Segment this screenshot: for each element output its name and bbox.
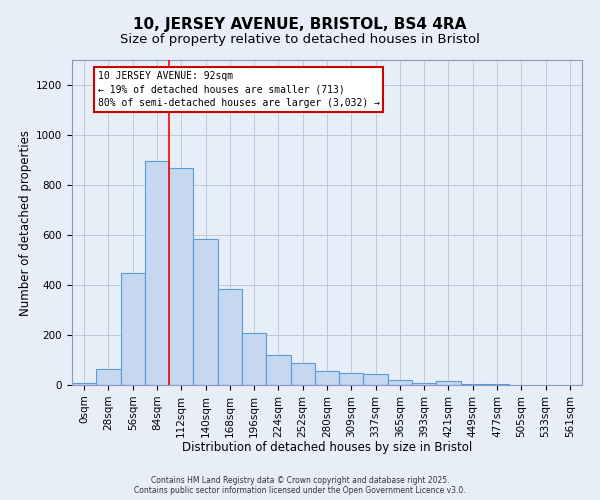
Bar bbox=[461, 384, 485, 385]
Bar bbox=[72, 383, 96, 385]
Bar bbox=[315, 371, 339, 385]
Bar bbox=[388, 380, 412, 385]
Bar bbox=[266, 355, 290, 385]
Bar bbox=[121, 272, 145, 385]
Bar bbox=[218, 289, 242, 385]
Bar bbox=[364, 374, 388, 385]
Bar bbox=[193, 239, 218, 385]
Bar bbox=[242, 333, 266, 385]
X-axis label: Distribution of detached houses by size in Bristol: Distribution of detached houses by size … bbox=[182, 441, 472, 454]
Text: Contains HM Land Registry data © Crown copyright and database right 2025.
Contai: Contains HM Land Registry data © Crown c… bbox=[134, 476, 466, 495]
Bar bbox=[96, 369, 121, 385]
Bar bbox=[412, 382, 436, 385]
Text: 10 JERSEY AVENUE: 92sqm
← 19% of detached houses are smaller (713)
80% of semi-d: 10 JERSEY AVENUE: 92sqm ← 19% of detache… bbox=[97, 71, 380, 108]
Bar bbox=[169, 168, 193, 385]
Bar bbox=[339, 372, 364, 385]
Bar bbox=[485, 384, 509, 385]
Bar bbox=[509, 384, 533, 385]
Y-axis label: Number of detached properties: Number of detached properties bbox=[19, 130, 32, 316]
Text: Size of property relative to detached houses in Bristol: Size of property relative to detached ho… bbox=[120, 32, 480, 46]
Bar bbox=[145, 161, 169, 385]
Bar bbox=[436, 381, 461, 385]
Text: 10, JERSEY AVENUE, BRISTOL, BS4 4RA: 10, JERSEY AVENUE, BRISTOL, BS4 4RA bbox=[133, 18, 467, 32]
Bar bbox=[290, 362, 315, 385]
